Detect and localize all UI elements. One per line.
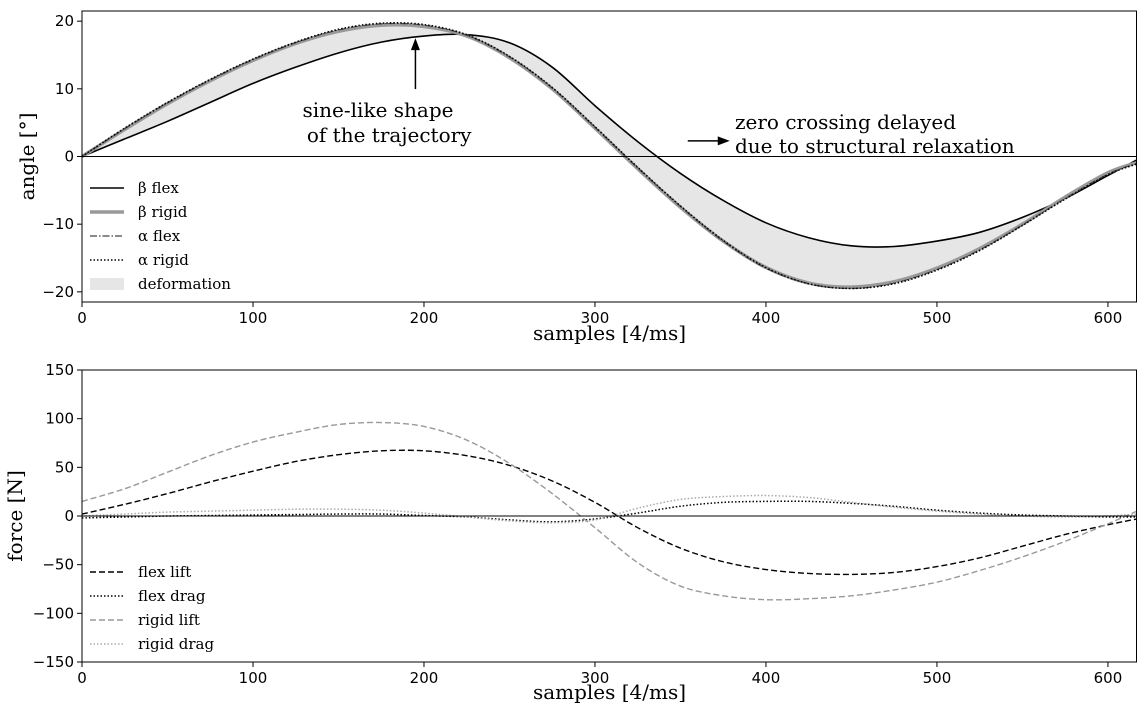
y-tick-label: −50 <box>42 556 74 574</box>
angle-series-group <box>81 22 1137 290</box>
x-tick-label: 400 <box>752 309 781 327</box>
x-tick-label: 0 <box>77 309 87 327</box>
legend-item: rigid lift <box>90 611 200 629</box>
y-tick-label: −100 <box>33 604 74 622</box>
series-line-x-rigid <box>81 22 1137 290</box>
x-tick-label: 300 <box>581 669 610 687</box>
y-tick-label: 10 <box>55 80 74 98</box>
legend-label: β flex <box>138 179 179 197</box>
x-tick-label: 200 <box>410 309 439 327</box>
y-axis-ticks: −150 −100 −50 0 50 100 150 <box>33 361 82 671</box>
series-line-x-flex <box>81 33 1137 248</box>
legend-item: rigid drag <box>90 635 214 653</box>
y-tick-label: 20 <box>55 12 74 30</box>
legend-label: α flex <box>138 227 181 245</box>
y-tick-label: 0 <box>64 507 74 525</box>
legend-label: rigid drag <box>138 635 214 653</box>
series-line-flex-drag <box>81 500 1137 523</box>
y-tick-label: 50 <box>55 458 74 476</box>
legend-item: β flex <box>90 179 179 197</box>
legend-swatch <box>90 278 124 290</box>
legend-label: deformation <box>138 275 231 293</box>
legend-label: β rigid <box>138 203 188 221</box>
legend: flex lift flex drag rigid lift rigid drag <box>90 563 214 653</box>
series-line-rigid-drag <box>81 494 1137 524</box>
legend: β flex β rigid α flex α rigid deformation <box>90 179 231 293</box>
legend-label: rigid lift <box>138 611 200 629</box>
annotation-text-line-2: of the trajectory <box>301 123 473 147</box>
x-tick-label: 400 <box>752 669 781 687</box>
force-series-group <box>81 421 1137 601</box>
y-axis-ticks: −20 −10 0 10 20 <box>42 12 82 301</box>
legend-label: flex drag <box>138 587 206 605</box>
x-axis-ticks: 0 100 200 300 400 500 600 <box>77 662 1122 687</box>
x-tick-label: 200 <box>410 669 439 687</box>
x-axis-label: samples [4/ms] <box>533 321 686 345</box>
series-line-flex-lift <box>81 449 1137 576</box>
x-tick-label: 500 <box>923 309 952 327</box>
annotation-text-line-2: due to structural relaxation <box>735 134 1015 158</box>
x-tick-label: 300 <box>581 309 610 327</box>
x-axis-label: samples [4/ms] <box>533 680 686 704</box>
annotation-zero-crossing: zero crossing delayed due to structural … <box>687 110 1015 158</box>
x-tick-label: 600 <box>1094 669 1123 687</box>
y-tick-label: 150 <box>45 361 74 379</box>
y-tick-label: −150 <box>33 653 74 671</box>
y-axis-label: angle [°] <box>15 113 39 201</box>
legend-item: flex drag <box>90 587 206 605</box>
annotation-text-line-1: sine-like shape <box>303 98 454 122</box>
x-tick-label: 100 <box>239 309 268 327</box>
annotation-text-line-1: zero crossing delayed <box>735 110 956 134</box>
y-tick-label: −10 <box>42 215 74 233</box>
y-axis-label: force [N] <box>3 470 27 562</box>
force-chart: 0 100 200 300 400 500 600 −150 −100 −50 0 50 100 150… <box>3 361 1137 704</box>
y-tick-label: 0 <box>64 148 74 166</box>
angle-chart: 0 100 200 300 400 500 600 −20 −10 0 10 20 samples … <box>15 10 1137 345</box>
legend-item: β rigid <box>90 203 188 221</box>
arrow-head <box>410 38 420 51</box>
legend-item: deformation <box>90 275 231 293</box>
legend-item: flex lift <box>90 563 191 581</box>
series-line-rigid-lift <box>81 421 1137 601</box>
x-tick-label: 0 <box>77 669 87 687</box>
x-tick-label: 100 <box>239 669 268 687</box>
x-tick-label: 600 <box>1094 309 1123 327</box>
legend-item: α rigid <box>90 251 189 269</box>
legend-label: flex lift <box>138 563 191 581</box>
arrow-head <box>717 136 730 146</box>
x-tick-label: 500 <box>923 669 952 687</box>
legend-label: α rigid <box>138 251 189 269</box>
y-tick-label: −20 <box>42 283 74 301</box>
legend-item: α flex <box>90 227 181 245</box>
y-tick-label: 100 <box>45 410 74 428</box>
annotation-sine-shape: sine-like shape of the trajectory <box>301 38 473 147</box>
x-axis-ticks: 0 100 200 300 400 500 600 <box>77 302 1122 327</box>
